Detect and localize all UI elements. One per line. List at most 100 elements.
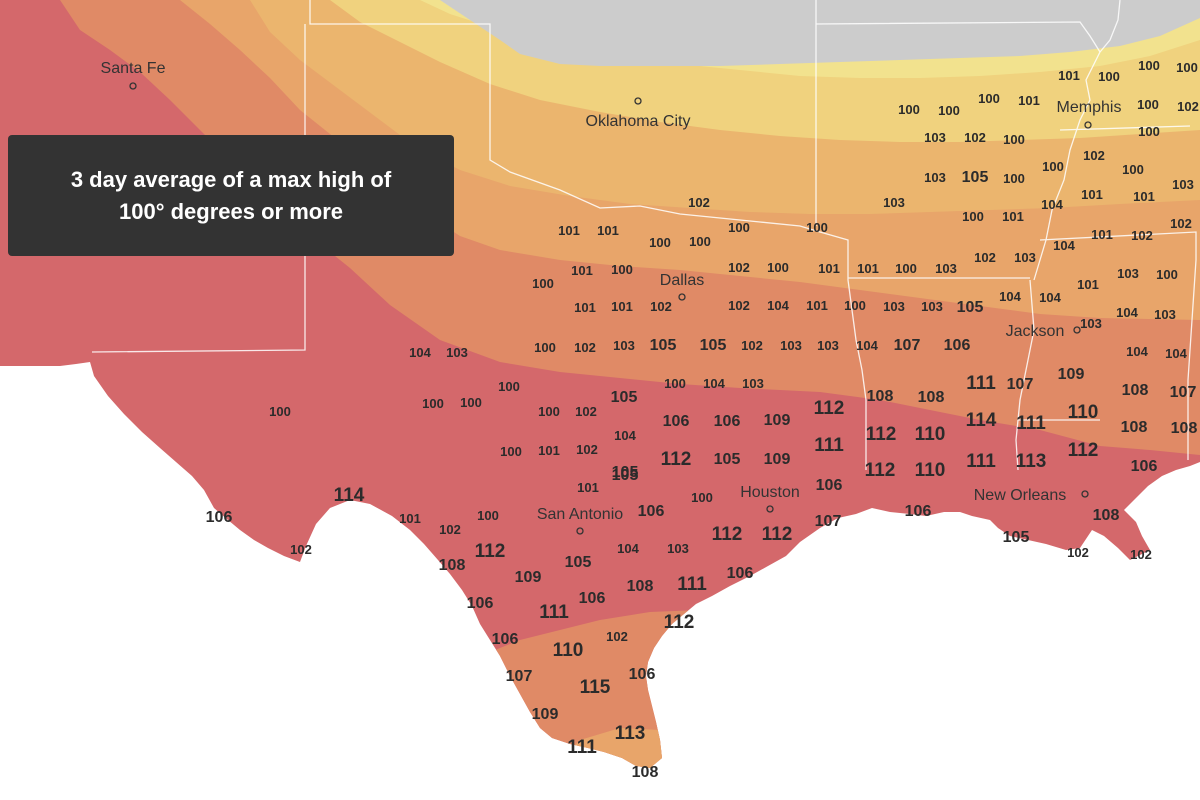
temperature-reading: 109 [532,706,559,723]
temperature-reading: 103 [780,338,802,353]
temperature-reading: 102 [439,522,461,537]
city-marker [766,505,774,513]
temperature-reading: 101 [1018,93,1040,108]
temperature-reading: 108 [1122,382,1149,399]
temperature-reading: 106 [579,590,606,607]
temperature-reading: 100 [767,260,789,275]
temperature-reading: 104 [614,428,636,443]
temperature-reading: 105 [565,554,592,571]
temperature-reading: 101 [1002,209,1024,224]
temperature-reading: 102 [606,629,628,644]
temperature-reading: 105 [612,467,639,484]
temperature-reading: 100 [806,220,828,235]
temperature-reading: 101 [571,263,593,278]
temperature-reading: 103 [924,130,946,145]
temperature-reading: 100 [898,102,920,117]
temperature-reading: 100 [1042,159,1064,174]
temperature-reading: 106 [663,413,690,430]
temperature-reading: 114 [966,410,997,431]
temperature-reading: 112 [762,524,793,545]
temperature-reading: 104 [999,289,1021,304]
temperature-reading: 111 [539,602,569,623]
temperature-reading: 101 [1133,189,1155,204]
temperature-reading: 105 [957,299,984,316]
temperature-reading: 108 [632,764,659,781]
temperature-reading: 102 [576,442,598,457]
temperature-reading: 106 [944,337,971,354]
temperature-reading: 108 [867,388,894,405]
city-label: Jackson [1006,323,1065,340]
city-label: San Antonio [537,506,623,523]
temperature-reading: 103 [883,195,905,210]
temperature-reading: 111 [677,574,707,595]
temperature-reading: 104 [1116,305,1138,320]
temperature-reading: 106 [727,565,754,582]
city-marker [129,82,137,90]
city-marker [1073,326,1081,334]
temperature-reading: 101 [538,443,560,458]
temperature-reading: 100 [1176,60,1198,75]
temperature-reading: 103 [446,345,468,360]
temperature-reading: 102 [728,298,750,313]
temperature-reading: 115 [580,677,611,698]
temperature-reading: 104 [1041,197,1063,212]
temperature-reading: 100 [1098,69,1120,84]
temperature-reading: 100 [689,234,711,249]
temperature-reading: 104 [767,298,789,313]
city-markers: Santa Fe Oklahoma City Memphis Dallas Jackso… [101,60,1122,535]
temperature-readings: 101 100 100 100 100 101 100 102 100 100 100 102 103 1… [206,58,1199,781]
temperature-reading: 100 [664,376,686,391]
temperature-reading: 112 [1068,440,1099,461]
temperature-reading: 100 [532,276,554,291]
city-marker [678,293,686,301]
temperature-reading: 106 [714,413,741,430]
temperature-reading: 105 [1003,529,1030,546]
temperature-reading: 105 [611,389,638,406]
temperature-reading: 110 [915,460,946,481]
map-title-box: 3 day average of a max high of 100° degr… [8,135,454,256]
temperature-reading: 104 [409,345,431,360]
temperature-reading: 100 [1138,124,1160,139]
temperature-reading: 102 [574,340,596,355]
city-label: Memphis [1057,99,1122,116]
temperature-reading: 106 [816,477,843,494]
temperature-reading: 102 [741,338,763,353]
temperature-reading: 112 [475,541,506,562]
temperature-reading: 102 [575,404,597,419]
temperature-reading: 101 [577,480,599,495]
temperature-reading: 108 [1093,507,1120,524]
temperature-reading: 105 [962,169,989,186]
temperature-reading: 104 [1165,346,1187,361]
temperature-reading: 107 [1170,384,1197,401]
city-label: Houston [740,484,800,501]
temperature-reading: 106 [1131,458,1158,475]
temperature-reading: 111 [814,435,844,456]
city-marker [634,97,642,105]
temperature-reading: 103 [1117,266,1139,281]
temperature-reading: 102 [1131,228,1153,243]
temperature-reading: 104 [856,338,878,353]
temperature-reading: 102 [728,260,750,275]
temperature-reading: 101 [399,511,421,526]
temperature-reading: 101 [1081,187,1103,202]
temperature-reading: 105 [612,464,639,481]
temperature-reading: 103 [613,338,635,353]
temperature-reading: 102 [290,542,312,557]
temperature-reading: 100 [611,262,633,277]
temperature-reading: 103 [667,541,689,556]
temperature-reading: 103 [1154,307,1176,322]
temperature-reading: 105 [700,337,727,354]
temperature-reading: 102 [1083,148,1105,163]
temperature-reading: 108 [439,557,466,574]
temperature-reading: 100 [1003,171,1025,186]
temperature-reading: 106 [467,595,494,612]
temperature-reading: 103 [742,376,764,391]
temperature-reading: 108 [1171,420,1198,437]
temperature-reading: 104 [1039,290,1061,305]
temperature-reading: 100 [895,261,917,276]
temperature-reading: 100 [728,220,750,235]
temperature-reading: 110 [915,424,946,445]
temperature-reading: 100 [269,404,291,419]
temperature-reading: 103 [935,261,957,276]
temperature-reading: 110 [1068,402,1099,423]
